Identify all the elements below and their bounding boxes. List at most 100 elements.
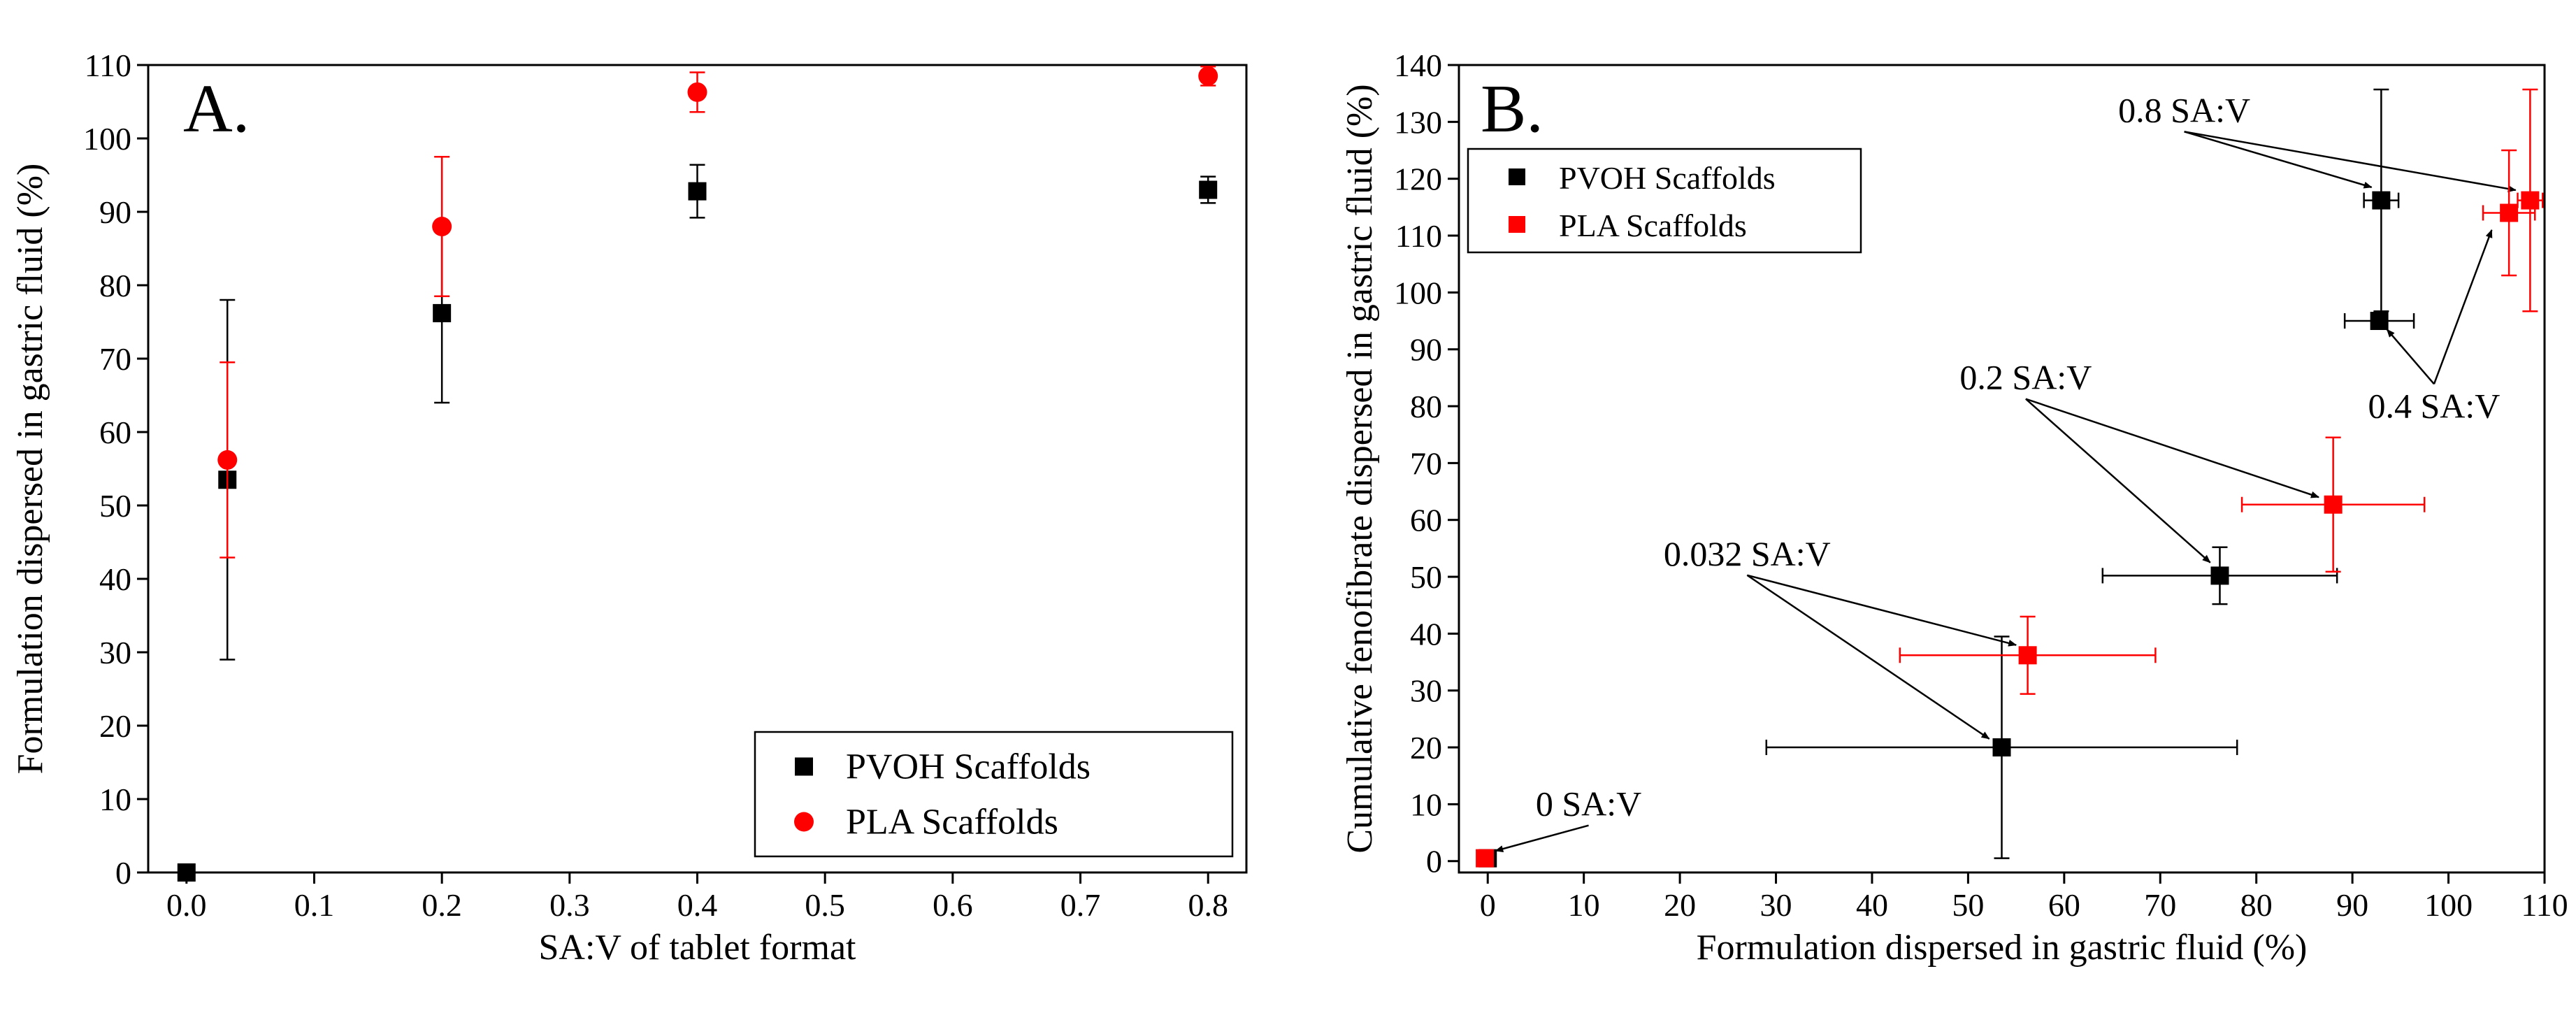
data-point xyxy=(687,82,707,102)
annotation-arrow xyxy=(1495,824,1589,853)
legend-box xyxy=(754,731,1234,858)
legend: PVOH Scaffolds PLA Scaffolds xyxy=(754,731,1234,858)
legend-box xyxy=(1467,148,1862,254)
y-tick-label: 10 xyxy=(99,782,131,817)
y-tick-label: 80 xyxy=(99,268,131,303)
data-point xyxy=(1476,849,1495,868)
y-tick-label: 60 xyxy=(99,415,131,450)
y-tick-label: 40 xyxy=(99,561,131,597)
y-tick-label: 100 xyxy=(83,121,131,157)
x-tick-label: 70 xyxy=(2144,887,2176,923)
data-point xyxy=(433,303,452,322)
x-tick-label: 0.6 xyxy=(933,887,973,923)
y-tick-label: 140 xyxy=(1394,48,1442,83)
annotation-arrow xyxy=(2184,131,2373,189)
data-point xyxy=(1992,738,2011,757)
y-tick-label: 20 xyxy=(1410,730,1442,766)
y-tick-label: 30 xyxy=(99,635,131,670)
data-point xyxy=(2500,203,2519,222)
x-tick-label: 0.5 xyxy=(805,887,845,923)
x-tick-label: 20 xyxy=(1664,887,1696,923)
y-tick-label: 120 xyxy=(1394,161,1442,197)
data-point xyxy=(177,863,196,882)
series-pla-scaffolds xyxy=(217,65,1218,559)
annotation-label: 0.032 SA:V xyxy=(1664,534,1831,573)
y-tick-label: 50 xyxy=(1410,559,1442,595)
panel-b: 0 10 20 30 40 50 60 70 80 90 100 110 0 10 20 30 40 50 60 70… xyxy=(1340,48,2568,968)
data-point xyxy=(2370,312,2389,331)
x-tick-label: 60 xyxy=(2048,887,2080,923)
y-tick-label: 90 xyxy=(1410,332,1442,368)
annotation-label: 0.2 SA:V xyxy=(1959,358,2092,397)
legend-marker xyxy=(1509,168,1525,185)
data-point xyxy=(2018,646,2037,665)
x-tick-label: 0.4 xyxy=(677,887,718,923)
data-point xyxy=(1199,180,1218,199)
y-tick-label: 50 xyxy=(99,488,131,524)
y-tick-label: 40 xyxy=(1410,616,1442,652)
data-point xyxy=(1198,66,1218,86)
x-tick-label: 50 xyxy=(1952,887,1984,923)
legend-label: PLA Scaffolds xyxy=(1559,208,1747,243)
y-tick-label: 130 xyxy=(1394,104,1442,140)
y-tick-label: 10 xyxy=(1410,786,1442,822)
y-tick-label: 100 xyxy=(1394,275,1442,310)
x-tick-label: 0.1 xyxy=(294,887,335,923)
x-tick-label: 30 xyxy=(1760,887,1792,923)
annotation-arrow xyxy=(1746,574,2017,647)
y-tick-label: 20 xyxy=(99,708,131,744)
y-axis-title: Cumulative fenofibrate dispersed in gast… xyxy=(1340,84,1380,853)
legend-label: PVOH Scaffolds xyxy=(846,747,1091,787)
legend-marker xyxy=(794,812,814,832)
data-point xyxy=(688,182,707,201)
y-tick-label: 0 xyxy=(115,855,131,891)
series-pvoh-scaffolds xyxy=(177,164,1218,882)
annotation-arrow xyxy=(2184,131,2517,192)
x-tick-label: 10 xyxy=(1568,887,1600,923)
legend-label: PLA Scaffolds xyxy=(846,803,1058,842)
y-tick-label: 70 xyxy=(99,341,131,377)
x-axis-title: SA:V of tablet format xyxy=(539,928,857,968)
y-tick-label: 0 xyxy=(1426,844,1442,879)
annotation-label: 0 SA:V xyxy=(1536,784,1641,824)
annotation-arrow xyxy=(2025,398,2211,563)
x-tick-label: 110 xyxy=(2521,887,2568,923)
x-tick-label: 0.7 xyxy=(1060,887,1101,923)
series-pvoh-scaffolds xyxy=(1478,88,2415,868)
annotation-label: 0.8 SA:V xyxy=(2118,90,2250,129)
x-tick-label: 90 xyxy=(2336,887,2368,923)
data-point xyxy=(2521,191,2540,210)
x-tick-label: 80 xyxy=(2240,887,2273,923)
y-tick-label: 70 xyxy=(1410,445,1442,481)
annotation-arrow xyxy=(2433,229,2493,385)
panel-label: A. xyxy=(183,71,250,147)
legend: PVOH Scaffolds PLA Scaffolds xyxy=(1467,148,1862,254)
legend-marker xyxy=(795,757,813,776)
annotation-arrow xyxy=(1746,574,1990,740)
y-tick-label: 110 xyxy=(85,48,131,83)
x-tick-label: 0.0 xyxy=(166,887,207,923)
annotation-arrow xyxy=(2386,329,2435,385)
data-point xyxy=(2210,566,2229,585)
y-tick-label: 110 xyxy=(1395,218,1442,254)
y-tick-label: 60 xyxy=(1410,503,1442,538)
y-tick-label: 90 xyxy=(99,194,131,230)
y-axis-title: Formulation dispersed in gastric fluid (… xyxy=(10,164,50,775)
legend-label: PVOH Scaffolds xyxy=(1559,160,1776,196)
x-tick-label: 0 xyxy=(1480,887,1496,923)
y-tick-label: 30 xyxy=(1410,673,1442,709)
panel-label: B. xyxy=(1481,71,1544,147)
data-point xyxy=(2372,191,2391,210)
x-tick-label: 0.3 xyxy=(549,887,590,923)
x-tick-label: 0.2 xyxy=(422,887,462,923)
panel-a: 0.0 0.1 0.2 0.3 0.4 0.5 0.6 0.7 0.8 0 10 20 30 40 50 60… xyxy=(10,48,1248,968)
annotation-arrow xyxy=(2025,398,2319,498)
plot-frame xyxy=(1458,64,2546,874)
data-point xyxy=(217,450,238,470)
legend-marker xyxy=(1509,216,1525,233)
x-axis-title: Formulation dispersed in gastric fluid (… xyxy=(1697,928,2308,968)
series-pla-scaffolds xyxy=(1476,88,2544,868)
data-point xyxy=(2324,495,2343,514)
x-tick-label: 40 xyxy=(1856,887,1888,923)
